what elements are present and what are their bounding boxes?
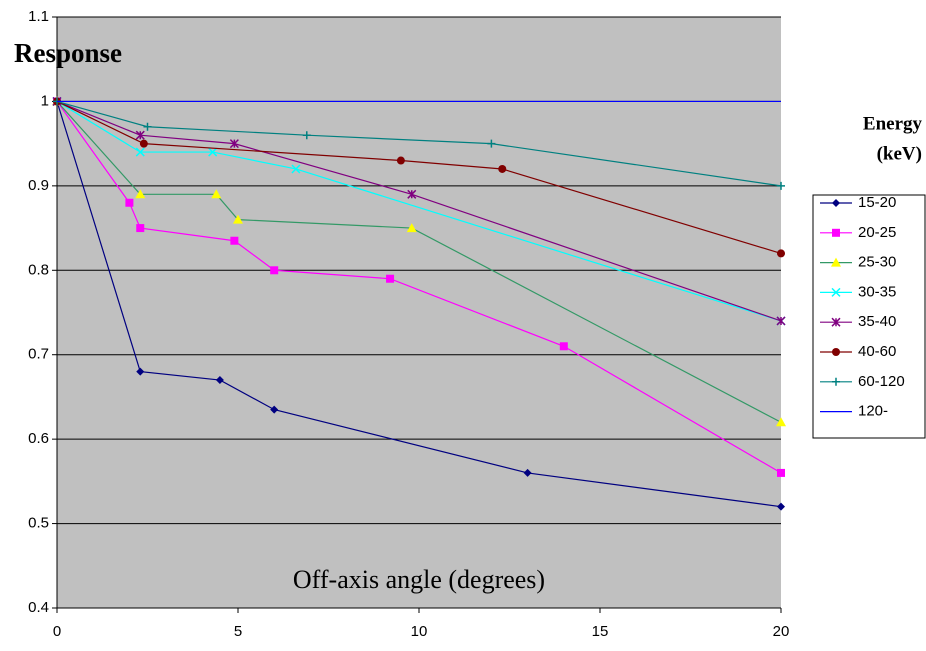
marker [135, 189, 146, 199]
marker [233, 214, 243, 224]
y-tick-label: 0.8 [28, 261, 49, 278]
marker [139, 139, 148, 148]
marker [832, 377, 840, 386]
y-tick-label: 1.1 [28, 8, 49, 25]
legend-title: Energy [863, 113, 923, 134]
plot-area [57, 17, 781, 608]
marker [386, 274, 395, 283]
marker [406, 223, 417, 233]
legend-label: 120- [858, 403, 888, 420]
marker [831, 257, 841, 267]
y-tick-label: 0.9 [28, 177, 49, 194]
marker [230, 236, 239, 245]
marker [143, 122, 152, 131]
marker [211, 189, 222, 199]
marker [777, 468, 785, 477]
x-tick-label: 0 [53, 623, 61, 640]
legend-label: 20-25 [858, 224, 896, 241]
legend-label: 30-35 [858, 283, 896, 300]
marker [559, 342, 568, 351]
marker [776, 417, 786, 427]
marker [498, 164, 507, 173]
legend-label: 60-120 [858, 373, 905, 390]
marker [270, 266, 279, 275]
marker [777, 181, 785, 190]
marker [270, 405, 279, 414]
chart-title: Response [14, 38, 122, 68]
y-tick-label: 0.5 [28, 515, 49, 532]
marker [302, 131, 311, 140]
legend-title: (keV) [877, 143, 922, 164]
y-tick-label: 0.4 [28, 599, 49, 616]
marker [136, 367, 145, 376]
marker [135, 147, 145, 157]
x-axis-label: Off-axis angle (degrees) [293, 565, 545, 594]
marker [396, 156, 405, 165]
y-tick-label: 0.6 [28, 430, 49, 447]
y-tick-label: 1 [41, 92, 49, 109]
marker [831, 287, 841, 297]
legend-label: 40-60 [858, 343, 896, 360]
series-line [56, 101, 782, 474]
x-tick-label: 5 [234, 623, 242, 640]
series-lines [52, 96, 786, 511]
marker [291, 164, 301, 174]
marker [215, 376, 224, 385]
marker [135, 130, 145, 140]
legend-label: 25-30 [858, 254, 896, 271]
marker [136, 224, 145, 233]
y-tick-label: 0.7 [28, 346, 49, 363]
marker [832, 348, 840, 356]
legend-box [812, 194, 926, 439]
marker [487, 139, 496, 148]
marker [776, 316, 786, 326]
x-tick-label: 10 [411, 623, 428, 640]
marker [523, 468, 532, 477]
marker [832, 199, 840, 207]
x-tick-label: 20 [773, 623, 790, 640]
marker [832, 228, 840, 237]
marker [777, 249, 785, 258]
legend-label: 15-20 [858, 194, 896, 211]
marker [229, 139, 239, 149]
x-tick-label: 15 [592, 623, 609, 640]
legend-label: 35-40 [858, 313, 896, 330]
marker [407, 189, 417, 199]
marker [777, 502, 785, 511]
marker [831, 317, 841, 327]
series-line [56, 101, 782, 508]
marker [208, 147, 218, 157]
series-line [56, 101, 782, 423]
marker [125, 198, 134, 207]
